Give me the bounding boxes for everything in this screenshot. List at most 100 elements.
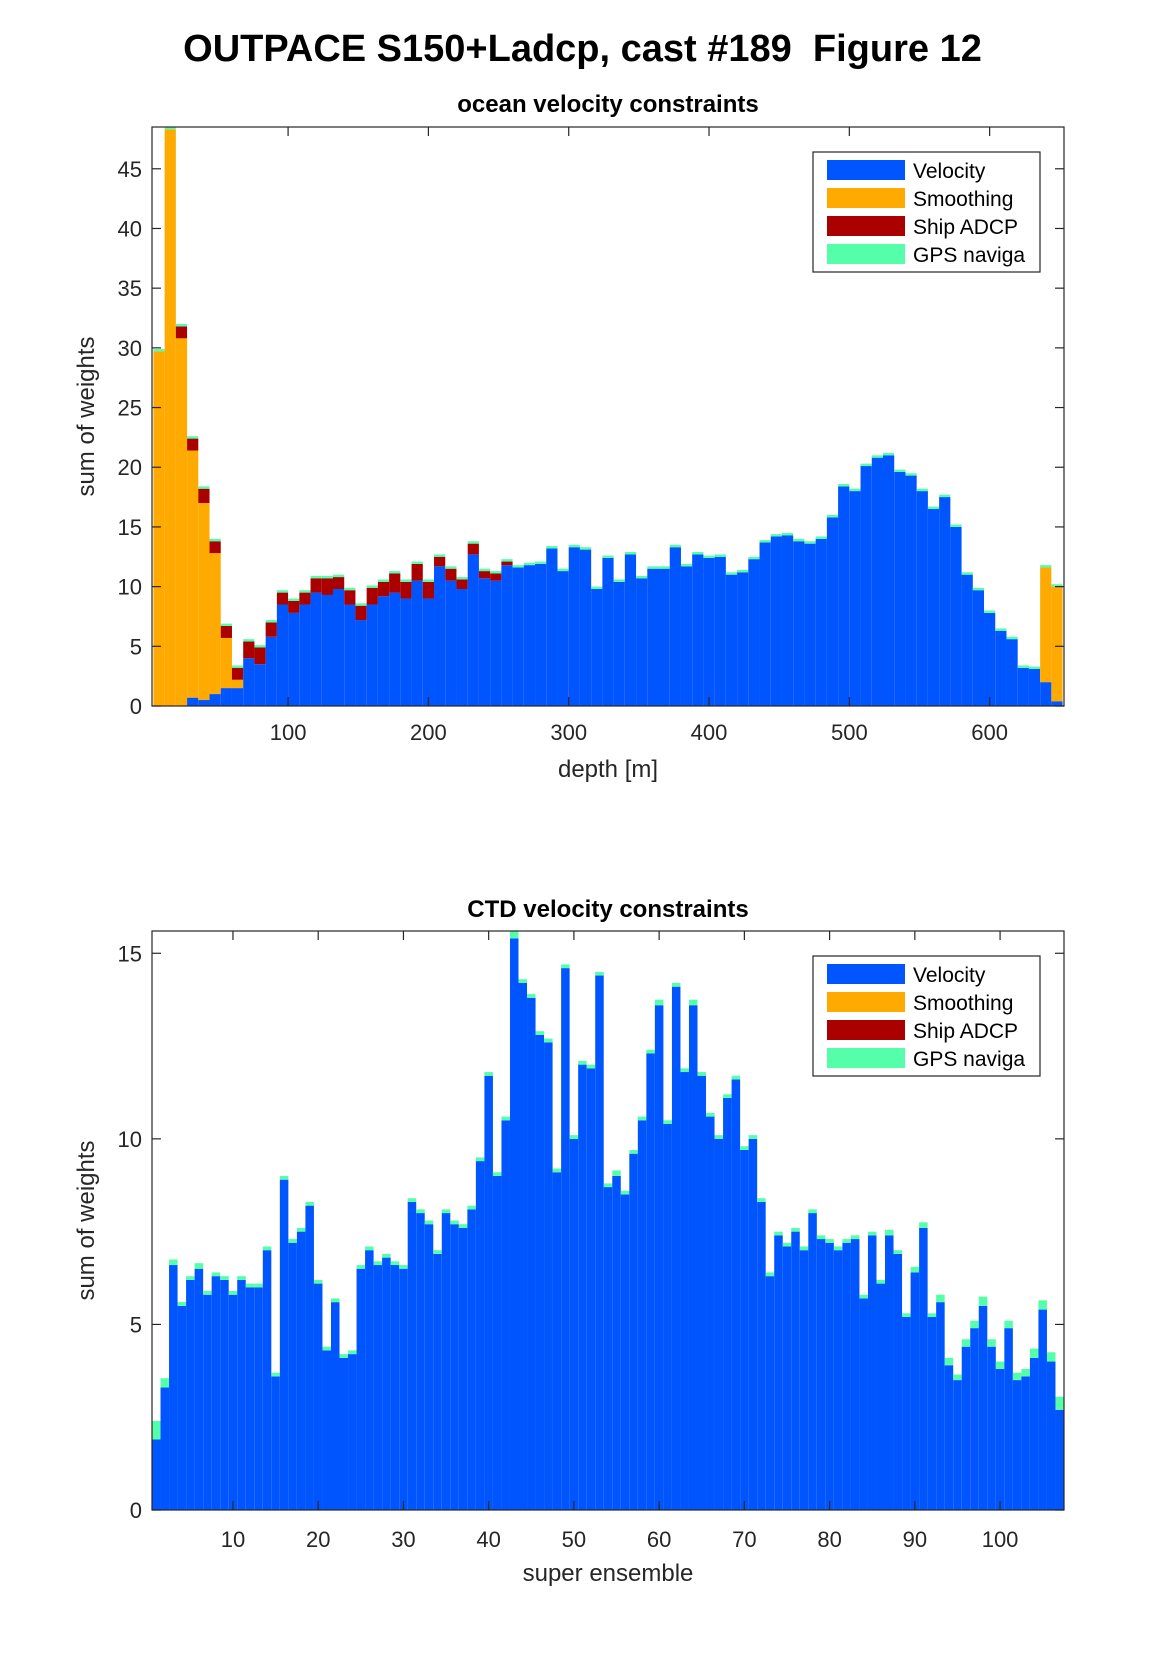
bar-gps-naviga xyxy=(355,603,367,606)
bar-gps-naviga xyxy=(377,579,390,582)
bar-gps-naviga xyxy=(271,1372,280,1377)
y-tick-label: 0 xyxy=(130,694,142,719)
bar-gps-naviga xyxy=(1040,565,1052,568)
bar-gps-naviga xyxy=(400,579,412,582)
bar-smoothing xyxy=(164,129,176,706)
bar-gps-naviga xyxy=(624,552,637,555)
bar-gps-naviga xyxy=(220,623,232,627)
bar-ship-adcp xyxy=(209,541,221,554)
bar-gps-naviga xyxy=(1004,1320,1013,1329)
bar-gps-naviga xyxy=(557,568,569,572)
bar-gps-naviga xyxy=(927,506,940,510)
x-tick-label: 70 xyxy=(732,1527,756,1552)
bar-gps-naviga xyxy=(390,1261,400,1266)
bar-velocity xyxy=(833,1250,843,1510)
bar-velocity xyxy=(781,535,794,706)
bar-velocity xyxy=(467,1209,476,1510)
bar-velocity xyxy=(366,604,378,706)
bar-velocity xyxy=(849,491,861,706)
bar-velocity xyxy=(441,1213,451,1510)
bar-gps-naviga xyxy=(1006,636,1018,640)
bar-velocity xyxy=(603,1187,613,1510)
legend-swatch-ship-adcp xyxy=(827,216,905,236)
bar-velocity xyxy=(816,1239,826,1510)
bar-velocity xyxy=(445,580,457,706)
bar-gps-naviga xyxy=(344,587,356,591)
bar-velocity xyxy=(636,578,648,706)
bar-velocity xyxy=(434,566,446,706)
bar-gps-naviga xyxy=(478,568,491,572)
bar-gps-naviga xyxy=(833,1246,843,1251)
x-tick-label: 10 xyxy=(221,1527,245,1552)
bar-gps-naviga xyxy=(731,1075,741,1080)
bar-velocity xyxy=(658,568,670,706)
bar-ship-adcp xyxy=(411,563,423,581)
x-tick-label: 60 xyxy=(647,1527,671,1552)
bar-velocity xyxy=(647,568,659,706)
bar-gps-naviga xyxy=(950,524,962,527)
bar-velocity xyxy=(333,589,345,706)
bar-gps-naviga xyxy=(1038,1300,1047,1310)
bar-smoothing xyxy=(187,450,199,698)
x-axis-label: super ensemble xyxy=(523,1560,694,1587)
x-tick-label: 600 xyxy=(971,720,1008,745)
bar-gps-naviga xyxy=(770,534,782,537)
bar-velocity xyxy=(706,1116,715,1510)
bar-gps-naviga xyxy=(737,569,749,573)
bar-gps-naviga xyxy=(490,571,502,574)
bar-velocity xyxy=(422,598,435,706)
bar-gps-naviga xyxy=(876,1279,886,1284)
bar-gps-naviga xyxy=(187,436,199,439)
bar-velocity xyxy=(220,1279,229,1510)
bar-gps-naviga xyxy=(987,1339,996,1347)
bar-gps-naviga xyxy=(475,1157,485,1162)
bar-velocity xyxy=(382,1257,391,1510)
bar-velocity xyxy=(535,563,547,706)
bar-velocity xyxy=(390,1265,400,1510)
bar-gps-naviga xyxy=(523,562,536,566)
bars-group xyxy=(152,931,1064,1510)
bar-gps-naviga xyxy=(612,1170,621,1176)
bar-velocity xyxy=(544,1042,553,1510)
bar-velocity xyxy=(799,1250,809,1510)
bar-velocity xyxy=(377,596,390,706)
bar-gps-naviga xyxy=(313,1279,323,1284)
bar-ship-adcp xyxy=(276,592,289,605)
bar-velocity xyxy=(228,1294,238,1510)
bar-gps-naviga xyxy=(663,1120,672,1124)
x-tick-label: 400 xyxy=(691,720,728,745)
bar-velocity xyxy=(490,580,502,706)
bar-gps-naviga xyxy=(198,486,210,489)
bar-velocity xyxy=(527,997,536,1510)
bar-gps-naviga xyxy=(905,473,917,476)
bar-gps-naviga xyxy=(688,999,698,1006)
bar-gps-naviga xyxy=(169,1259,178,1266)
bar-velocity xyxy=(198,700,210,706)
bar-velocity xyxy=(211,1276,221,1510)
bar-velocity xyxy=(288,1242,297,1510)
bar-velocity xyxy=(160,1387,170,1510)
bar-gps-naviga xyxy=(714,554,726,557)
bar-velocity xyxy=(804,543,816,706)
bar-velocity xyxy=(737,572,749,706)
bar-ship-adcp xyxy=(333,577,345,590)
bar-velocity xyxy=(654,1005,664,1510)
axes-title: ocean velocity constraints xyxy=(457,91,758,118)
bar-velocity xyxy=(512,567,524,706)
y-tick-label: 35 xyxy=(118,276,142,301)
bar-velocity xyxy=(825,1242,834,1510)
bar-gps-naviga xyxy=(970,1320,979,1329)
bar-velocity xyxy=(152,1439,161,1510)
y-tick-label: 45 xyxy=(118,157,142,182)
bar-velocity xyxy=(262,1250,272,1510)
bar-gps-naviga xyxy=(826,514,839,518)
bar-velocity xyxy=(850,1239,860,1510)
bar-velocity xyxy=(620,1194,630,1510)
bar-gps-naviga xyxy=(894,469,906,473)
bar-velocity xyxy=(243,658,255,706)
bar-velocity xyxy=(1029,1357,1039,1510)
bar-velocity xyxy=(288,612,300,706)
bar-velocity xyxy=(245,1287,255,1510)
bar-velocity xyxy=(919,1227,928,1510)
bar-velocity xyxy=(552,1172,562,1510)
